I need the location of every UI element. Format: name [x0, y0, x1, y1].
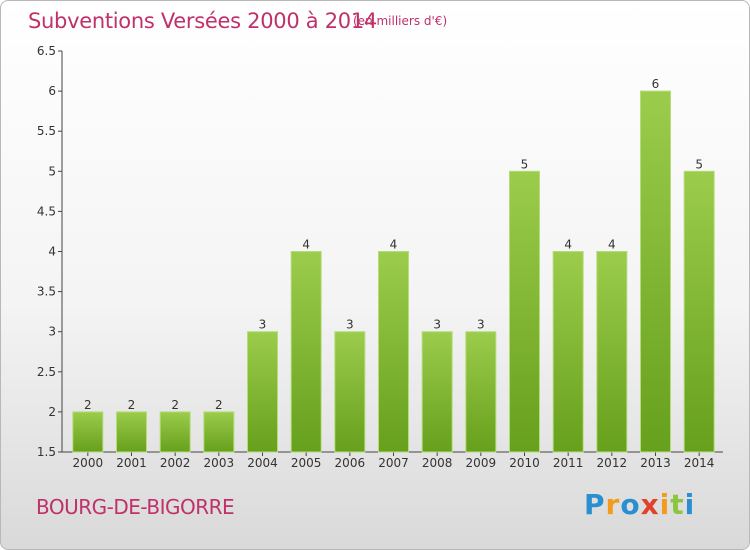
- y-tick-label: 4.5: [37, 204, 56, 218]
- x-tick-label-2003: 2003: [204, 456, 235, 470]
- commune-name: BOURG-DE-BIGORRE: [36, 495, 235, 519]
- data-label-2006: 3: [346, 318, 354, 332]
- data-label-2012: 4: [608, 238, 616, 252]
- y-tick-label: 6.5: [37, 44, 56, 58]
- proxiti-logo[interactable]: Proxiti: [584, 488, 696, 521]
- y-tick-label: 3: [48, 325, 56, 339]
- x-tick-label-2010: 2010: [509, 456, 540, 470]
- x-tick-label-2012: 2012: [597, 456, 628, 470]
- bar-2011: [552, 251, 584, 453]
- data-label-2002: 2: [171, 398, 179, 412]
- x-tick-label-2009: 2009: [466, 456, 497, 470]
- bar-2013: [640, 90, 671, 453]
- data-label-2013: 6: [652, 77, 660, 91]
- chart-title: Subventions Versées 2000 à 2014: [28, 9, 377, 33]
- bar-2004: [247, 331, 278, 453]
- bar-2006: [334, 331, 366, 453]
- bar-2008: [421, 331, 453, 453]
- x-tick-label-2011: 2011: [553, 456, 584, 470]
- data-label-2011: 4: [564, 238, 572, 252]
- data-label-2008: 3: [433, 318, 441, 332]
- data-label-2009: 3: [477, 318, 485, 332]
- bar-2002: [159, 411, 191, 453]
- y-tick-label: 5.5: [37, 124, 56, 138]
- bar-2001: [116, 411, 147, 453]
- bar-2003: [203, 411, 235, 453]
- bar-2010: [509, 170, 540, 453]
- y-tick-label: 4: [48, 245, 56, 259]
- bar-2005: [290, 251, 322, 453]
- y-tick-label: 5: [48, 164, 56, 178]
- y-tick-label: 6: [48, 84, 56, 98]
- chart-bars: [72, 90, 715, 453]
- x-tick-label-2008: 2008: [422, 456, 453, 470]
- bar-2000: [72, 411, 104, 453]
- x-tick-label-2006: 2006: [335, 456, 366, 470]
- y-tick-label: 2: [48, 405, 56, 419]
- data-label-2005: 4: [302, 238, 310, 252]
- data-label-2000: 2: [84, 398, 92, 412]
- data-label-2004: 3: [259, 318, 267, 332]
- chart-axes: 1.5 2 2.5 3 3.5 4 4.5 5 5.5 6 6.5 2000 2001 2002 2003 2…: [37, 44, 723, 470]
- data-label-2001: 2: [128, 398, 136, 412]
- bar-2012: [596, 251, 628, 453]
- x-tick-label-2013: 2013: [640, 456, 671, 470]
- data-label-2010: 5: [521, 157, 529, 171]
- data-label-2007: 4: [390, 238, 398, 252]
- bar-2014: [683, 170, 715, 453]
- data-label-2003: 2: [215, 398, 223, 412]
- x-tick-label-2014: 2014: [684, 456, 715, 470]
- x-tick-label-2005: 2005: [291, 456, 322, 470]
- x-tick-label-2000: 2000: [73, 456, 104, 470]
- bar-2007: [378, 251, 409, 453]
- x-tick-label-2004: 2004: [247, 456, 278, 470]
- y-tick-label: 3.5: [37, 285, 56, 299]
- x-tick-label-2001: 2001: [116, 456, 147, 470]
- bar-2009: [465, 331, 497, 453]
- x-tick-label-2002: 2002: [160, 456, 191, 470]
- y-tick-label: 2.5: [37, 365, 56, 379]
- y-tick-label: 1.5: [37, 445, 56, 459]
- x-tick-label-2007: 2007: [378, 456, 409, 470]
- data-label-2014: 5: [695, 157, 703, 171]
- chart-labels: 2 2 2 2 3 4 3 4 3 3 5 4 4 6 5: [84, 77, 703, 412]
- chart-subtitle: (en milliers d'€): [353, 14, 448, 28]
